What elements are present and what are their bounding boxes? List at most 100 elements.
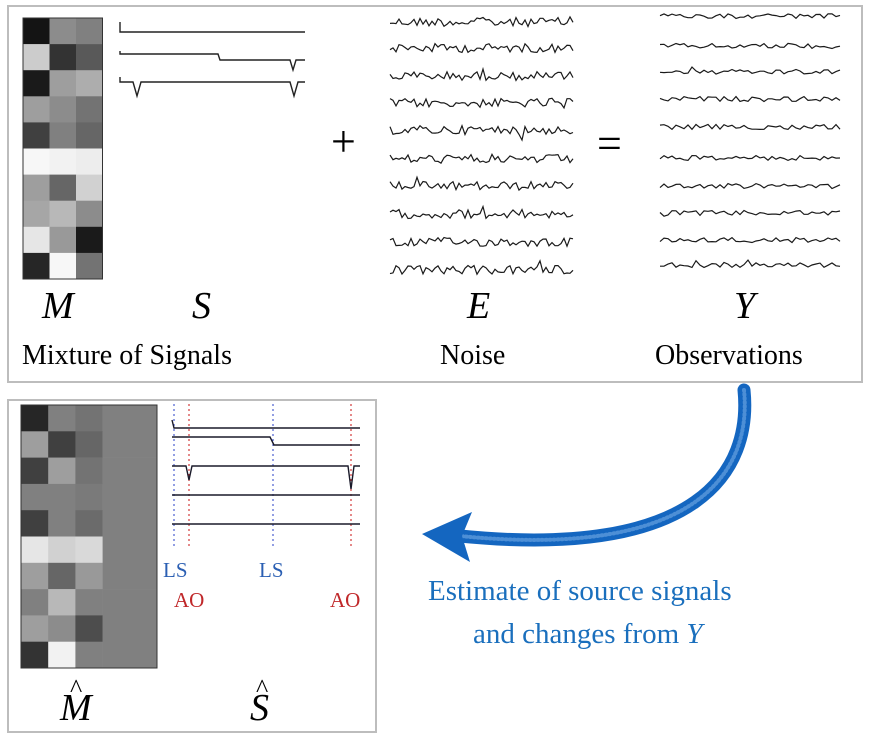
matrix-cell xyxy=(129,589,158,616)
hat-accent-S: ^ xyxy=(256,674,268,703)
marker-ao-2: AO xyxy=(330,588,360,612)
arrow-shaft-texture xyxy=(458,388,747,542)
observation-trace xyxy=(659,236,841,244)
estimated-matrix xyxy=(20,404,158,669)
matrix-cell xyxy=(75,510,103,537)
matrix-cell xyxy=(23,226,50,254)
top-panel: + = M S E Y Mixture of Signals Noise Obs… xyxy=(7,5,863,383)
matrix-cell xyxy=(49,200,77,228)
matrix-cell xyxy=(49,18,77,45)
matrix-cell xyxy=(102,457,131,485)
matrix-cell xyxy=(49,174,77,201)
matrix-cell xyxy=(23,148,50,175)
matrix-cell xyxy=(76,148,103,175)
label-S-hat: S xyxy=(250,687,269,729)
matrix-cell xyxy=(75,589,103,616)
matrix-cell xyxy=(75,615,103,642)
matrix-cell xyxy=(23,18,50,45)
source-signals xyxy=(119,22,305,99)
matrix-cell xyxy=(102,536,131,564)
estimated-signals xyxy=(171,404,360,548)
equals-operator: = xyxy=(597,119,622,168)
caption-line-2-prefix: and changes from xyxy=(473,618,686,650)
matrix-cell xyxy=(129,562,158,590)
marker-ao-1: AO xyxy=(174,588,204,612)
marker-ls-1: LS xyxy=(163,558,188,582)
matrix-cell xyxy=(76,44,103,71)
noise-trace xyxy=(389,175,574,192)
matrix-cell xyxy=(23,70,50,97)
matrix-cell xyxy=(102,405,131,432)
label-Y: Y xyxy=(734,285,759,327)
observation-trace xyxy=(659,66,841,75)
matrix-cell xyxy=(49,70,77,97)
matrix-cell xyxy=(21,641,49,669)
matrix-cell xyxy=(21,562,49,590)
matrix-cell xyxy=(21,615,49,642)
label-M: M xyxy=(41,285,76,327)
matrix-cell xyxy=(75,457,103,485)
matrix-cell xyxy=(48,483,76,511)
matrix-cell xyxy=(102,562,131,590)
noise-trace xyxy=(389,236,574,248)
caption-line-2: and changes from Y xyxy=(473,618,705,650)
matrix-cell xyxy=(102,589,131,616)
matrix-cell xyxy=(23,122,50,149)
noise-trace xyxy=(389,97,574,110)
matrix-cell xyxy=(75,562,103,590)
matrix-cell xyxy=(102,431,131,458)
estimated-signal-trace xyxy=(172,465,360,490)
matrix-cell xyxy=(48,536,76,564)
label-mixture: Mixture of Signals xyxy=(22,340,232,371)
matrix-cell xyxy=(129,405,158,432)
matrix-cell xyxy=(21,589,49,616)
caption-variable-Y: Y xyxy=(686,618,705,650)
matrix-cell xyxy=(102,641,131,669)
label-S: S xyxy=(192,285,211,327)
matrix-cell xyxy=(48,615,76,642)
matrix-cell xyxy=(76,226,103,254)
matrix-cell xyxy=(129,457,158,485)
plus-operator: + xyxy=(331,117,356,166)
matrix-cell xyxy=(48,641,76,669)
observation-trace xyxy=(659,154,841,162)
matrix-cell xyxy=(21,536,49,564)
matrix-cell xyxy=(23,174,50,201)
observation-trace xyxy=(659,13,841,20)
matrix-cell xyxy=(49,226,77,254)
label-noise: Noise xyxy=(440,340,505,371)
noise-trace xyxy=(389,66,574,82)
matrix-cell xyxy=(102,510,131,537)
matrix-cell xyxy=(129,431,158,458)
matrix-cell xyxy=(102,615,131,642)
noise-trace xyxy=(389,15,574,29)
marker-ls-2: LS xyxy=(259,558,284,582)
estimated-signal-trace xyxy=(172,436,360,446)
source-signal-trace xyxy=(119,51,305,73)
matrix-cell xyxy=(76,122,103,149)
matrix-cell xyxy=(49,122,77,149)
matrix-cell xyxy=(102,483,131,511)
matrix-cell xyxy=(76,252,103,280)
matrix-cell xyxy=(76,200,103,228)
matrix-cell xyxy=(21,510,49,537)
noise-trace xyxy=(389,152,574,165)
caption-line-1: Estimate of source signals xyxy=(428,575,732,607)
matrix-cell xyxy=(75,641,103,669)
label-M-hat: M xyxy=(59,687,94,729)
matrix-cell xyxy=(75,483,103,511)
matrix-cell xyxy=(75,536,103,564)
matrix-cell xyxy=(21,483,49,511)
matrix-cell xyxy=(21,431,49,458)
matrix-cell xyxy=(75,405,103,432)
matrix-cell xyxy=(23,96,50,123)
arrow-head xyxy=(422,512,472,562)
matrix-cell xyxy=(48,510,76,537)
matrix-cell xyxy=(76,174,103,201)
matrix-cell xyxy=(76,18,103,45)
matrix-cell xyxy=(49,96,77,123)
observation-trace xyxy=(659,42,841,50)
matrix-border xyxy=(20,404,158,669)
matrix-cell xyxy=(129,483,158,511)
